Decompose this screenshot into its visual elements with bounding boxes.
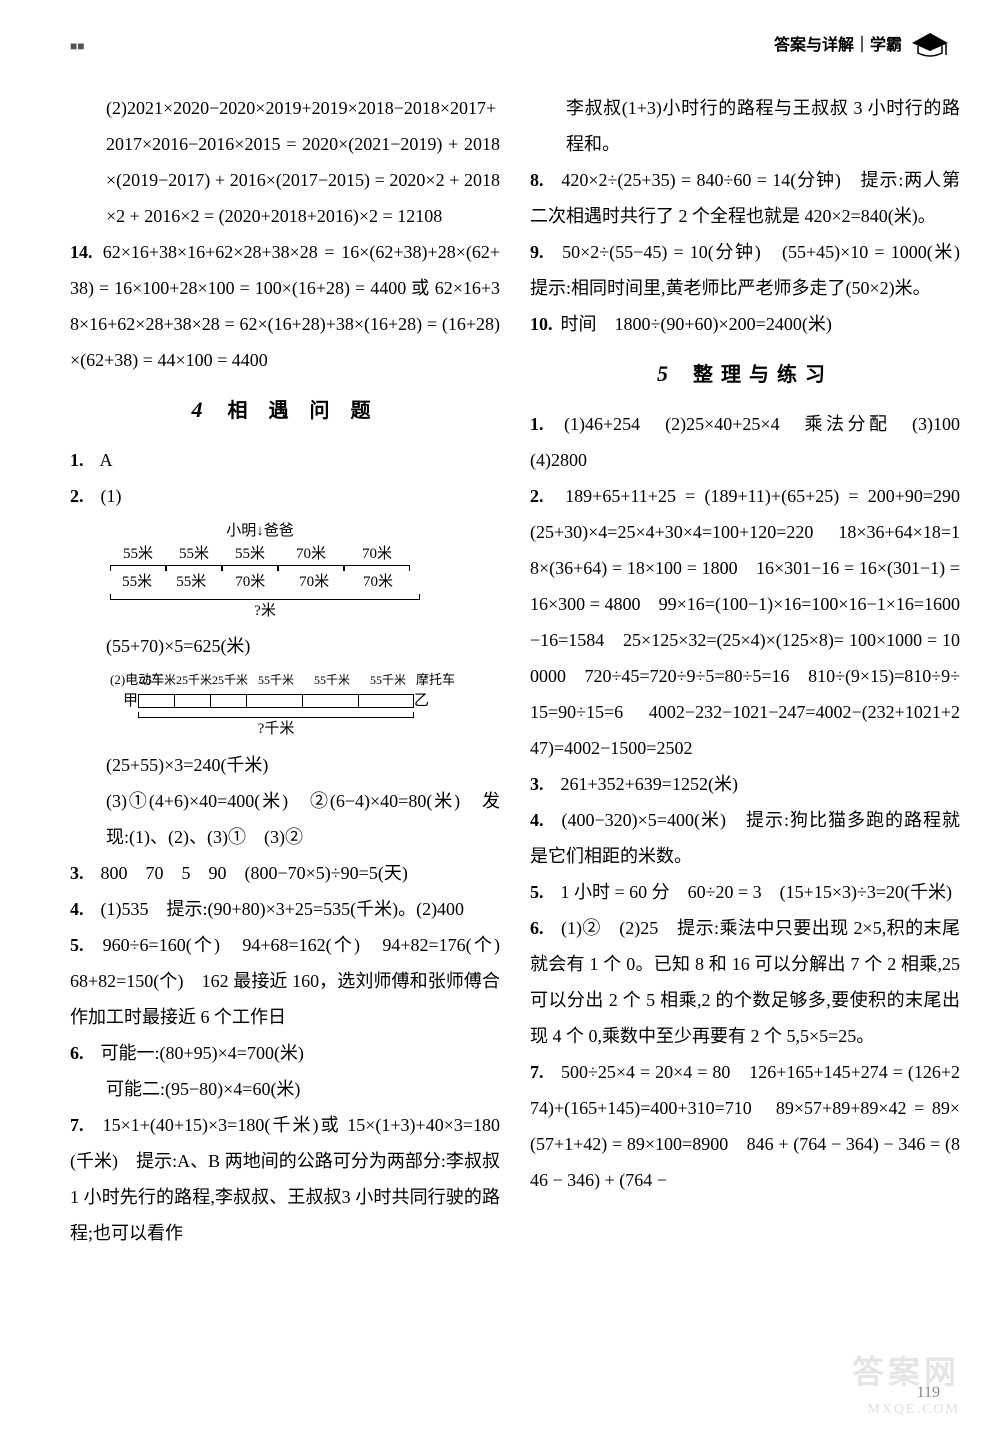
q4-num: 4.	[70, 891, 96, 927]
s5-q2: 2. 189+65+11+25 = (189+11)+(65+25) = 200…	[530, 478, 960, 766]
q5-text: 960÷6=160(个) 94+68=162(个) 94+82=176(个) 6…	[70, 935, 518, 1027]
diagram2-bottom-label: ?千米	[138, 718, 414, 741]
section5-title-text: 整理与练习	[693, 364, 833, 386]
section4-title-text: 相 遇 问 题	[228, 400, 379, 422]
diagram2: (2)电动车 25千米 25千米 25千米 55千米 55千米 55千米 摩托车…	[110, 670, 500, 741]
content-columns: (2)2021×2020−2020×2019+2019×2018−2018×20…	[70, 90, 960, 1251]
s5-q2-num: 2.	[530, 478, 556, 514]
s5-q7-text: 500÷25×4 = 20×4 = 80 126+165+145+274 = (…	[530, 1062, 960, 1190]
q6-text1: 可能一:(80+95)×4=700(米)	[101, 1043, 304, 1063]
s5-q7: 7. 500÷25×4 = 20×4 = 80 126+165+145+274 …	[530, 1054, 960, 1198]
s5-q4-num: 4.	[530, 802, 556, 838]
s5-q6-num: 6.	[530, 910, 556, 946]
diagram1: 小明↓爸爸 55米 55米 55米 70米 70米 55米 55米 70米 70…	[110, 520, 500, 622]
q6-1: 6. 可能一:(80+95)×4=700(米)	[70, 1035, 500, 1071]
q2-1-label: (1)	[101, 486, 122, 506]
q1: 1. A	[70, 442, 500, 478]
diagram1-bottom-brace	[110, 594, 420, 600]
item14-text: 62×16+38×16+62×28+38×28 = 16×(62+38)+28×…	[70, 242, 500, 370]
section5-title: 5 整理与练习	[530, 352, 960, 396]
s5-q1: 1. (1)46+254 (2)25×40+25×4 乘法分配 (3)100 (…	[530, 406, 960, 478]
s5-q6-text: (1)② (2)25 提示:乘法中只要出现 2×5,积的末尾就会有 1 个 0。…	[530, 918, 960, 1046]
q1-num: 1.	[70, 442, 96, 478]
q9: 9. 50×2÷(55−45) = 10(分钟) (55+45)×10 = 10…	[530, 234, 960, 306]
item14: 14. 62×16+38×16+62×28+38×28 = 16×(62+38)…	[70, 234, 500, 378]
diagram1-row1: 55米 55米 55米 70米 70米	[110, 543, 410, 566]
q4: 4. (1)535 提示:(90+80)×3+25=535(千米)。(2)400	[70, 891, 500, 927]
q2-num: 2.	[70, 478, 96, 514]
q8-num: 8.	[530, 162, 556, 198]
item13-part2: (2)2021×2020−2020×2019+2019×2018−2018×20…	[70, 90, 500, 234]
q3-text: 800 70 5 90 (800−70×5)÷90=5(天)	[101, 863, 408, 883]
section4-num: 4	[192, 397, 203, 422]
q3: 3. 800 70 5 90 (800−70×5)÷90=5(天)	[70, 855, 500, 891]
header-right: 答案与详解｜学霸	[774, 30, 950, 62]
q10-text: 时间 1800÷(90+60)×200=2400(米)	[561, 314, 832, 334]
q10-num: 10.	[530, 306, 556, 342]
item14-num: 14.	[70, 234, 96, 270]
q7-text: 15×1+(40+15)×3=180(千米)或 15×(1+3)+40×3=18…	[70, 1115, 500, 1243]
s5-q4: 4. (400−320)×5=400(米) 提示:狗比猫多跑的路程就是它们相距的…	[530, 802, 960, 874]
s5-q2-text: 189+65+11+25 = (189+11)+(65+25) = 200+90…	[530, 486, 978, 758]
q4-text: (1)535 提示:(90+80)×3+25=535(千米)。(2)400	[101, 899, 465, 919]
s5-q1-num: 1.	[530, 406, 556, 442]
q7-cont: 李叔叔(1+3)小时行的路程与王叔叔 3 小时行的路程和。	[530, 90, 960, 162]
q2-3: (3)①(4+6)×40=400(米) ②(6−4)×40=80(米) 发现:(…	[70, 783, 500, 855]
watermark: 答案网	[852, 1340, 960, 1404]
q1-ans: A	[100, 450, 113, 470]
q9-num: 9.	[530, 234, 556, 270]
diagram2-row1: (2)电动车 25千米 25千米 25千米 55千米 55千米 55千米 摩托车	[110, 670, 500, 690]
q8: 8. 420×2÷(25+35) = 840÷60 = 14(分钟) 提示:两人…	[530, 162, 960, 234]
q2-1-calc: (55+70)×5=625(米)	[70, 628, 500, 664]
s5-q7-num: 7.	[530, 1054, 556, 1090]
section5-num: 5	[657, 361, 668, 386]
diagram1-row2: 55米 55米 70米 70米 70米	[110, 571, 410, 594]
s5-q5-text: 1 小时 = 60 分 60÷20 = 3 (15+15×3)÷3=20(千米)	[561, 882, 953, 902]
section4-title: 4 相 遇 问 题	[70, 388, 500, 432]
q7: 7. 15×1+(40+15)×3=180(千米)或 15×(1+3)+40×3…	[70, 1107, 500, 1251]
q6-2: 可能二:(95−80)×4=60(米)	[70, 1071, 500, 1107]
q9-text: 50×2÷(55−45) = 10(分钟) (55+45)×10 = 1000(…	[530, 242, 978, 298]
header-left-marker: ■■	[70, 34, 85, 58]
s5-q6: 6. (1)② (2)25 提示:乘法中只要出现 2×5,积的末尾就会有 1 个…	[530, 910, 960, 1054]
header-title: 答案与详解｜学霸	[774, 30, 902, 62]
s5-q3-text: 261+352+639=1252(米)	[561, 774, 738, 794]
diagram2-bottom-brace	[138, 712, 414, 718]
s5-q3: 3. 261+352+639=1252(米)	[530, 766, 960, 802]
q7-num: 7.	[70, 1107, 96, 1143]
diagram1-bottom-label: ?米	[110, 600, 420, 623]
watermark-url: MXQE.COM	[867, 1396, 960, 1424]
q10: 10. 时间 1800÷(90+60)×200=2400(米)	[530, 306, 960, 342]
q2-label: 2. (1)	[70, 478, 500, 514]
q5-num: 5.	[70, 927, 96, 963]
q2-2-calc: (25+55)×3=240(千米)	[70, 747, 500, 783]
diagram2-right-label: 摩托车	[416, 670, 446, 690]
q6-num: 6.	[70, 1035, 96, 1071]
q3-num: 3.	[70, 855, 96, 891]
diagram2-bar: 甲 乙	[110, 690, 500, 713]
q8-text: 420×2÷(25+35) = 840÷60 = 14(分钟) 提示:两人第二次…	[530, 170, 960, 226]
diagram2-left-label: (2)电动车	[110, 670, 140, 690]
s5-q5: 5. 1 小时 = 60 分 60÷20 = 3 (15+15×3)÷3=20(…	[530, 874, 960, 910]
right-column: 李叔叔(1+3)小时行的路程与王叔叔 3 小时行的路程和。 8. 420×2÷(…	[530, 90, 960, 1251]
s5-q1-text: (1)46+254 (2)25×40+25×4 乘法分配 (3)100 (4)2…	[530, 414, 978, 470]
s5-q5-num: 5.	[530, 874, 556, 910]
s5-q4-text: (400−320)×5=400(米) 提示:狗比猫多跑的路程就是它们相距的米数。	[530, 810, 960, 866]
s5-q3-num: 3.	[530, 766, 556, 802]
graduation-cap-icon	[910, 31, 950, 61]
diagram1-top-label: 小明↓爸爸	[110, 520, 410, 543]
q5: 5. 960÷6=160(个) 94+68=162(个) 94+82=176(个…	[70, 927, 500, 1035]
left-column: (2)2021×2020−2020×2019+2019×2018−2018×20…	[70, 90, 500, 1251]
page-header: ■■ 答案与详解｜学霸	[0, 30, 1000, 62]
